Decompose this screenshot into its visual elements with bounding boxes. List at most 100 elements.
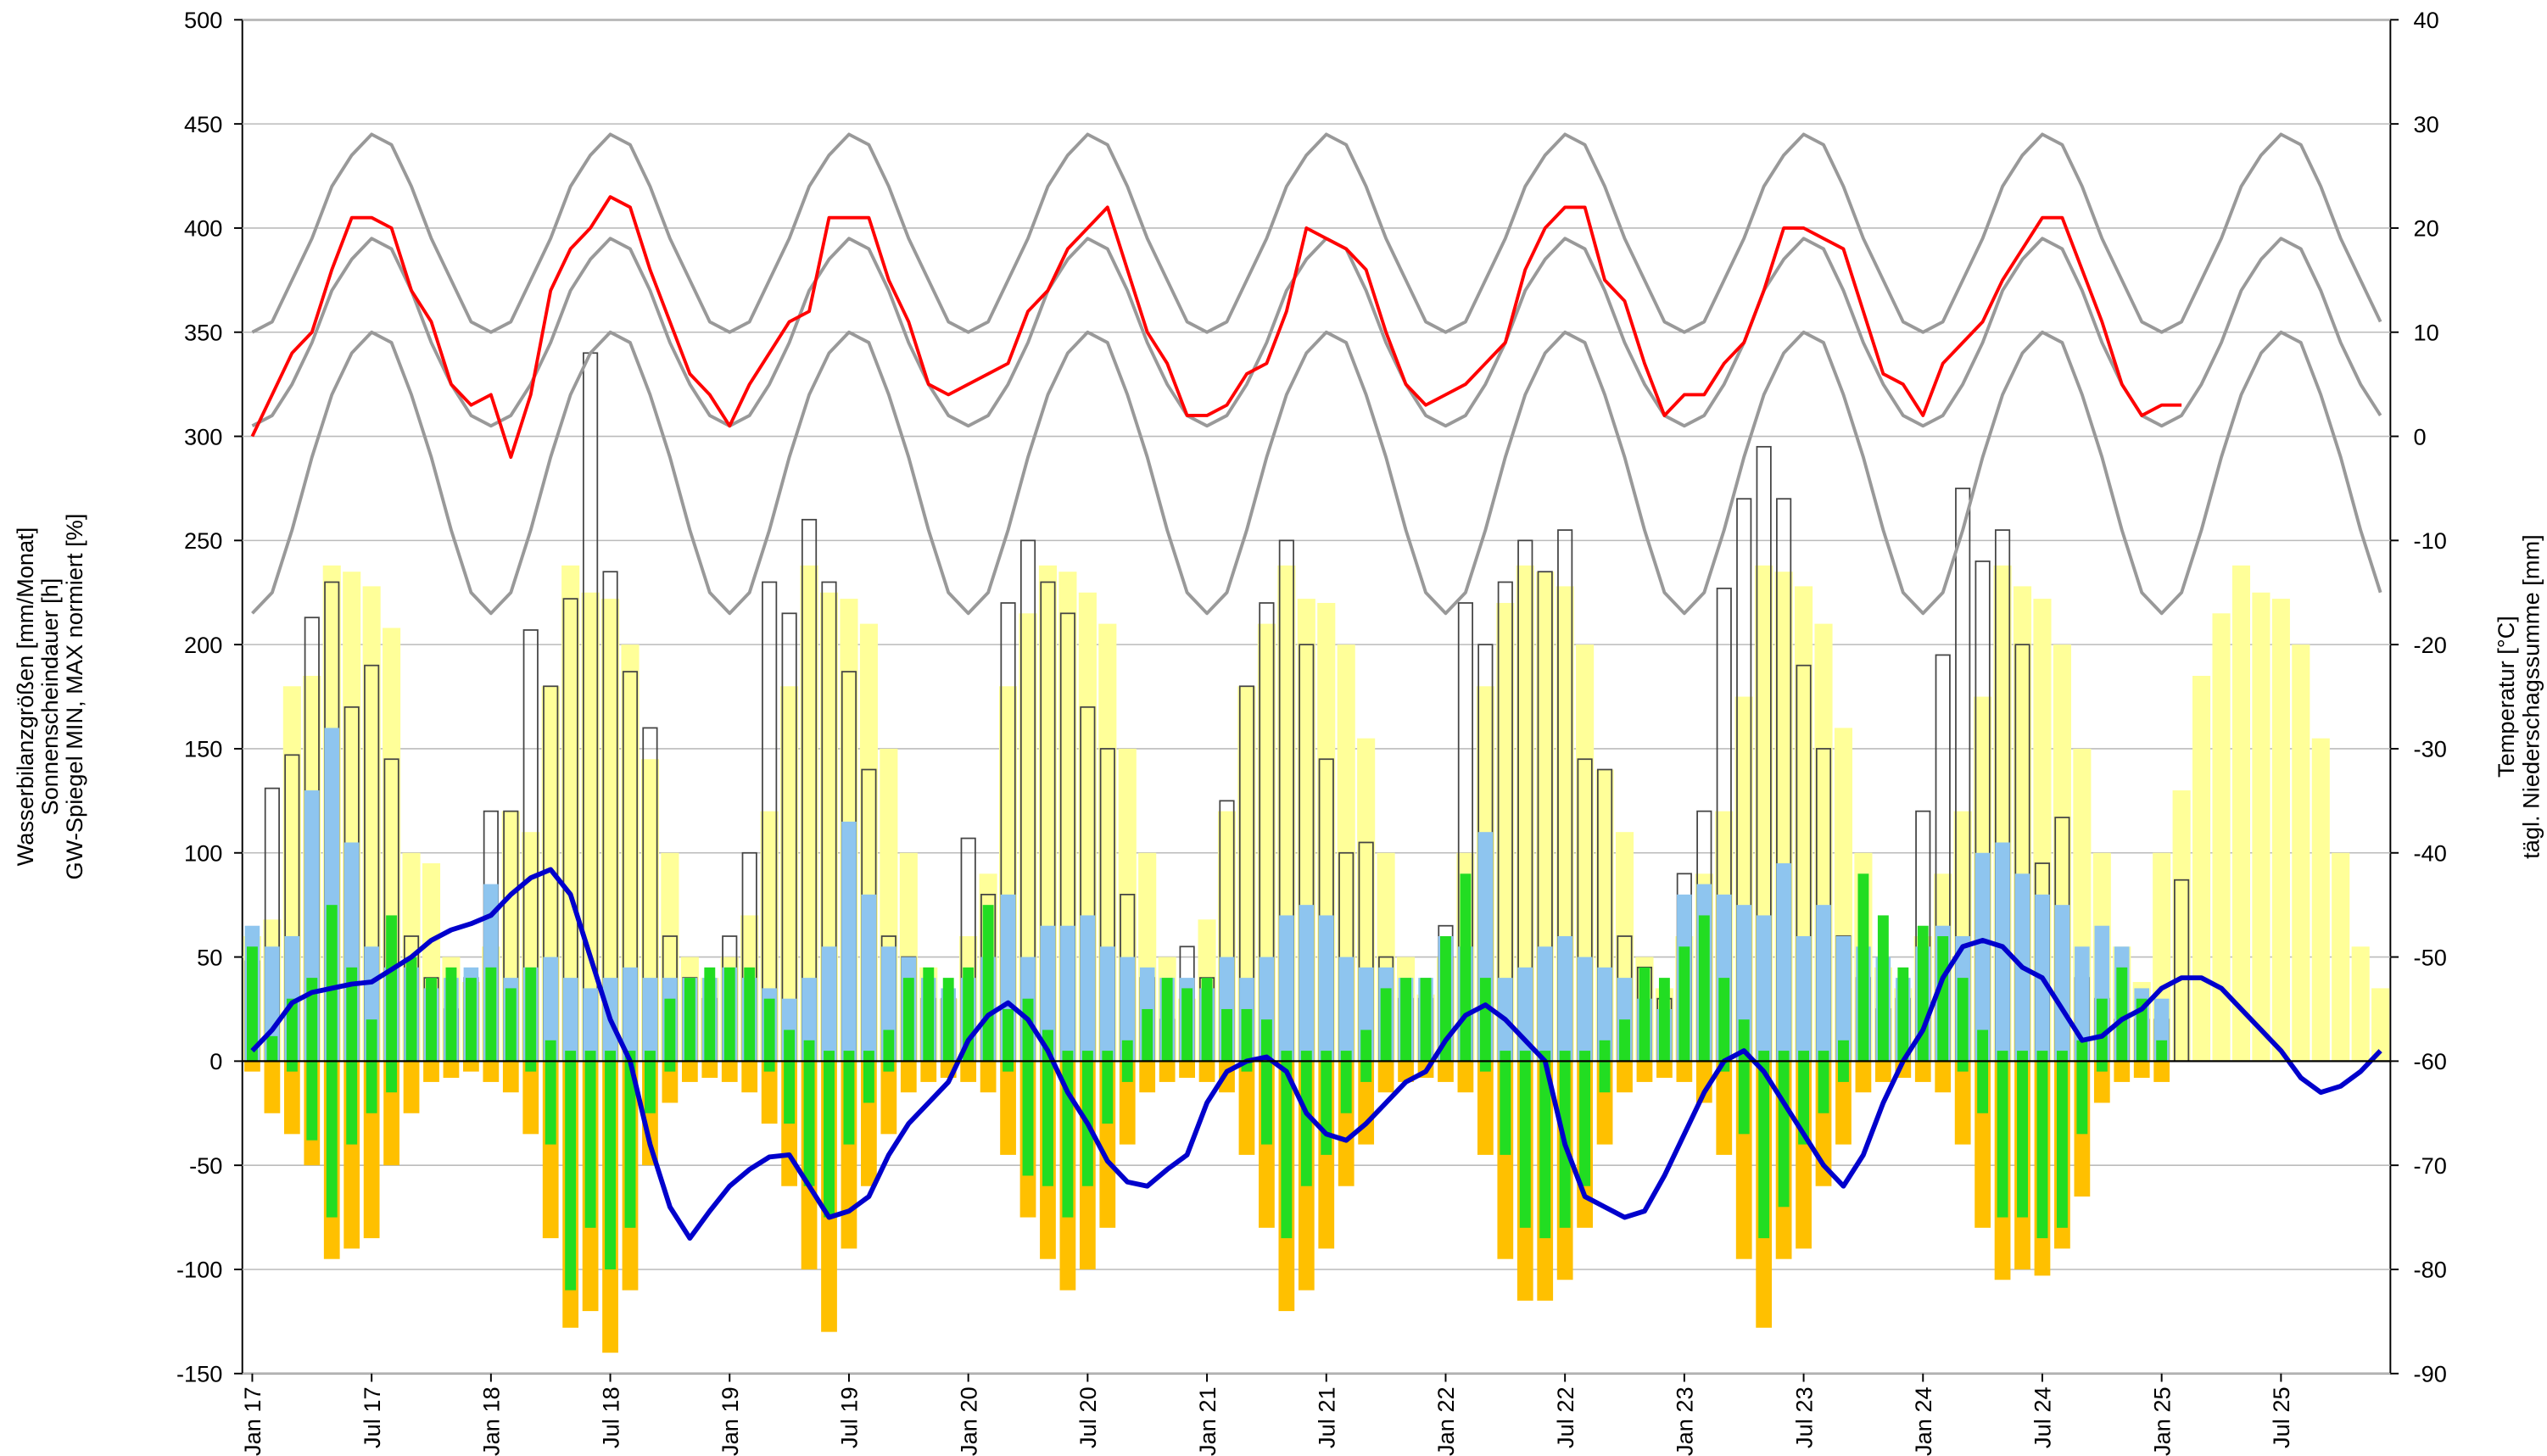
- bar: [1579, 1051, 1591, 1062]
- bar: [664, 998, 676, 1062]
- line: [251, 237, 2382, 428]
- bar: [286, 1061, 298, 1072]
- x-tick-label: Jul 20: [1075, 1386, 1101, 1448]
- bar: [744, 967, 756, 1062]
- bar: [1599, 1040, 1611, 1062]
- bar: [283, 1061, 300, 1135]
- bar: [1539, 1061, 1551, 1239]
- bar: [1438, 1061, 1454, 1082]
- bar: [1338, 957, 1354, 1062]
- bar: [1974, 852, 1991, 1062]
- bar: [463, 1061, 479, 1072]
- bar: [386, 915, 398, 1062]
- bar: [465, 978, 477, 1062]
- bar: [605, 1051, 617, 1062]
- bar: [1676, 1061, 1693, 1082]
- bar: [2056, 1051, 2068, 1062]
- bar: [1995, 842, 2010, 1062]
- bar: [1300, 1051, 1312, 1062]
- line: [251, 132, 2382, 334]
- bar: [803, 1061, 815, 1186]
- bar: [562, 978, 578, 1062]
- bar: [1257, 623, 1276, 1062]
- bar: [1818, 1061, 1829, 1113]
- bar: [2153, 1061, 2170, 1082]
- bar: [1477, 1061, 1494, 1155]
- bar: [2252, 592, 2271, 1062]
- bar: [2136, 998, 2148, 1062]
- y2-tick-label: 10: [2414, 319, 2439, 345]
- bar: [1935, 1061, 1952, 1093]
- bar: [1798, 1051, 1810, 1062]
- y-tick-label: 250: [184, 527, 222, 554]
- bar: [1060, 925, 1075, 1062]
- bar: [1658, 978, 1670, 1062]
- bar: [621, 644, 640, 1062]
- bar: [2096, 998, 2108, 1062]
- bar: [244, 1061, 260, 1072]
- bar: [1758, 1051, 1770, 1062]
- bar: [704, 967, 716, 1062]
- x-tick-label: Jan 24: [1910, 1386, 1936, 1456]
- y-tick-label: 100: [184, 840, 222, 866]
- bar: [1081, 1051, 1093, 1062]
- bar: [1997, 1061, 2008, 1218]
- x-tick-label: Jul 24: [2030, 1386, 2056, 1448]
- y-tick-label: -100: [176, 1257, 222, 1283]
- bar: [1874, 1061, 1891, 1082]
- bar: [561, 565, 580, 1062]
- bar: [1838, 1040, 1849, 1062]
- bar: [1238, 1061, 1255, 1155]
- bar: [1042, 1061, 1053, 1186]
- bar: [824, 1061, 835, 1218]
- bar: [624, 1061, 636, 1228]
- bar: [583, 988, 598, 1062]
- bar: [1260, 1019, 1272, 1062]
- bar: [960, 1061, 977, 1082]
- bar: [1818, 1051, 1829, 1062]
- bar: [1279, 915, 1294, 1062]
- bar: [2017, 1061, 2028, 1218]
- line: [251, 330, 2382, 616]
- bar: [1100, 946, 1115, 1062]
- bar: [1241, 1008, 1253, 1062]
- bar: [2036, 1051, 2048, 1062]
- bar: [1159, 1061, 1176, 1082]
- y2-tick-label: 0: [2414, 423, 2427, 449]
- bar: [2371, 988, 2390, 1062]
- bar: [1460, 873, 1472, 1062]
- bar: [525, 967, 537, 1062]
- bar: [485, 967, 497, 1062]
- y-axis-title: Sonnenscheindauer [h]: [36, 578, 63, 816]
- bar: [1161, 978, 1173, 1062]
- bar: [701, 1061, 718, 1079]
- y-tick-label: -150: [176, 1360, 222, 1386]
- bar: [346, 1061, 358, 1145]
- bar: [1000, 1061, 1016, 1155]
- bar: [642, 978, 658, 1062]
- bar: [1576, 644, 1595, 1062]
- bar: [565, 1061, 577, 1291]
- bar: [386, 1061, 398, 1093]
- bar: [761, 1061, 778, 1124]
- y-tick-label: 150: [184, 736, 222, 762]
- bar: [1636, 1061, 1653, 1082]
- bar: [1198, 1061, 1215, 1082]
- bar: [1857, 873, 1869, 1062]
- bar: [1516, 565, 1534, 1062]
- bar: [1299, 905, 1315, 1062]
- bar: [763, 1061, 775, 1072]
- bar: [266, 1035, 278, 1062]
- y-axis-title: GW-Spiegel MIN, MAX normiert [%]: [61, 514, 87, 880]
- bar: [264, 1061, 281, 1113]
- bar: [366, 1061, 377, 1113]
- bar: [1321, 1061, 1332, 1155]
- bar: [584, 1061, 596, 1228]
- bar: [980, 1061, 997, 1093]
- bar: [861, 894, 877, 1062]
- y-tick-label: 400: [184, 215, 222, 242]
- bar: [1080, 915, 1096, 1062]
- bar: [2036, 1061, 2048, 1239]
- bar: [1003, 1008, 1014, 1062]
